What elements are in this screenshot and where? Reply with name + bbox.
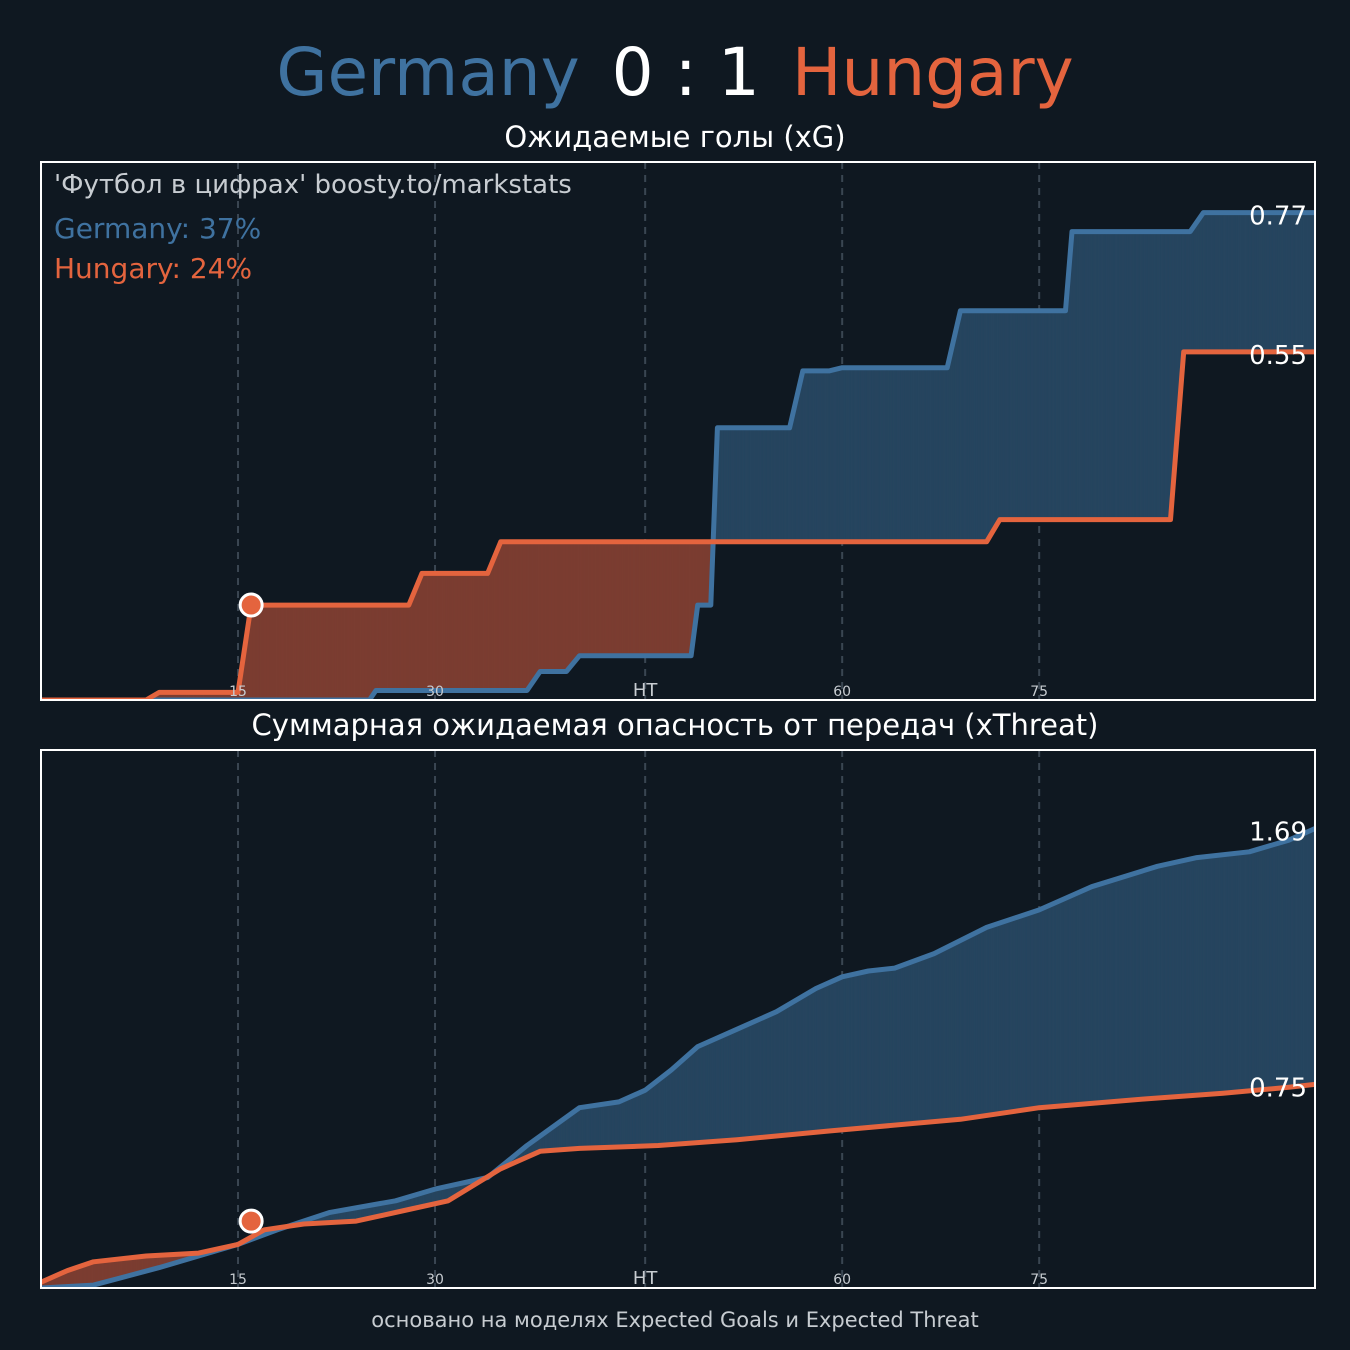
away-series-line	[41, 1081, 1315, 1285]
x-tick-label: 60	[833, 684, 851, 700]
away-series-line	[41, 349, 1315, 700]
x-tick-label: 75	[1030, 1272, 1048, 1288]
x-tick-label: HT	[633, 680, 659, 701]
match-score: 0 : 1	[611, 33, 760, 111]
xg-chart-title: Ожидаемые голы (xG)	[504, 120, 846, 154]
x-tick-label: 30	[426, 1272, 444, 1288]
xthreat-chart-title: Суммарная ожидаемая опасность от передач…	[251, 708, 1099, 742]
home-series-line	[41, 826, 1315, 1288]
home-series-line	[41, 210, 1315, 700]
home-end-value-label: 1.69	[1249, 818, 1307, 848]
away-win-probability: Hungary: 24%	[54, 252, 253, 285]
match-header: Germany 0 : 1 Hungary	[0, 22, 1350, 122]
away-team-name: Hungary	[791, 33, 1074, 111]
home-team-name: Germany	[276, 33, 580, 111]
xg-chart: 15 30 HT 60 75 0.77 0.55	[40, 161, 1316, 701]
away-end-value-label: 0.55	[1249, 341, 1307, 371]
x-tick-label: 15	[229, 684, 247, 700]
x-tick-label: 30	[426, 684, 444, 700]
lead-fill	[145, 211, 1315, 700]
credit-text: 'Футбол в цифрах' boosty.to/markstats	[54, 170, 572, 200]
home-win-probability: Germany: 37%	[54, 212, 262, 245]
footer-note: основано на моделях Expected Goals и Exp…	[371, 1308, 979, 1332]
goal-marker	[238, 592, 264, 618]
plot-frame	[40, 749, 1316, 1289]
x-tick-label: 60	[833, 1272, 851, 1288]
home-end-value-label: 0.77	[1249, 202, 1307, 232]
lead-fill	[41, 828, 1315, 1288]
x-tick-label: HT	[633, 1268, 659, 1289]
away-end-value-label: 0.75	[1249, 1073, 1307, 1103]
x-tick-label: 75	[1030, 684, 1048, 700]
plot-frame	[40, 161, 1316, 701]
x-tick-label: 15	[229, 1272, 247, 1288]
goal-marker	[238, 1208, 264, 1234]
xthreat-chart: 15 30 HT 60 75 1.69 0.75	[40, 749, 1316, 1289]
